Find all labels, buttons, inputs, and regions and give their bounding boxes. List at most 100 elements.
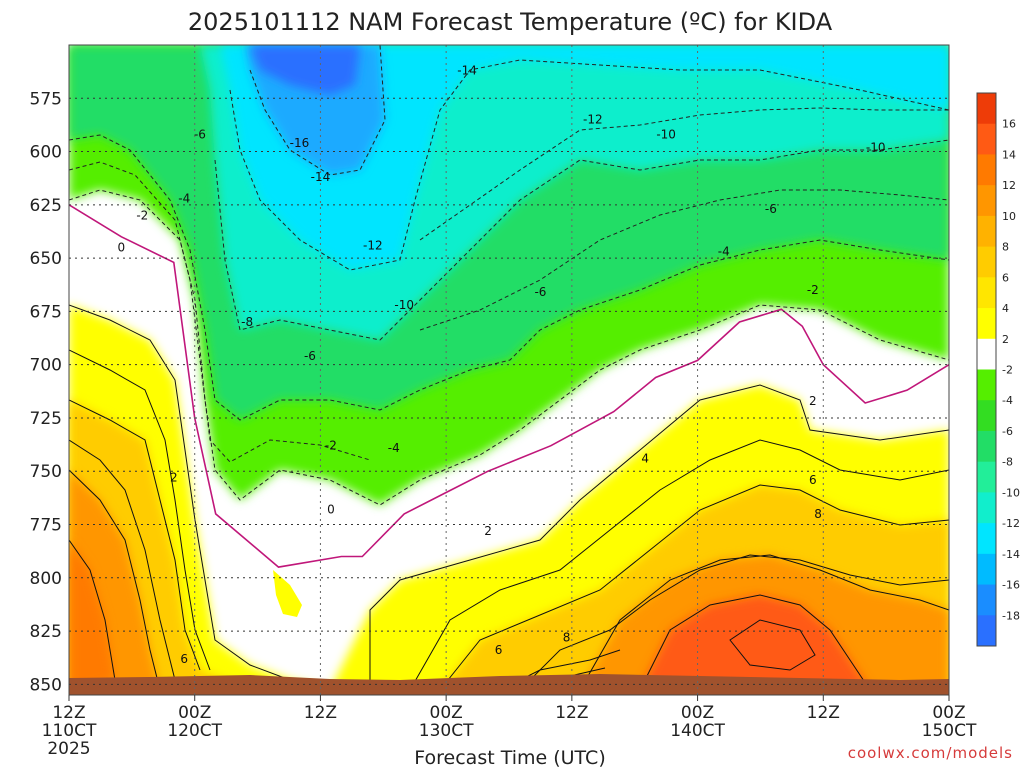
x-tick-label: 12Z <box>807 703 840 723</box>
contour-label: -4 <box>178 191 190 205</box>
y-tick-label: 675 <box>30 302 62 322</box>
y-tick-label: 850 <box>30 675 62 695</box>
band-plus-12 <box>69 540 115 695</box>
contour-label: -14 <box>457 64 477 78</box>
plot-frame <box>68 44 950 696</box>
x-tick-label: 140CT <box>670 721 725 741</box>
contour-label: -4 <box>718 245 730 259</box>
colorbar-label: 14 <box>1002 148 1016 161</box>
grid <box>69 45 949 695</box>
contour-label: -14 <box>311 170 331 184</box>
colorbar-label: 16 <box>1002 118 1016 131</box>
colorbar-swatch <box>977 523 996 555</box>
colorbar-label: 10 <box>1002 210 1016 223</box>
colorbar-swatch <box>977 123 996 155</box>
colorbar-swatch <box>977 369 996 401</box>
colorbar-swatch <box>977 308 996 340</box>
contour-label: 0 <box>118 240 126 254</box>
contour-label: -6 <box>194 128 206 142</box>
contour-label: 4 <box>641 451 649 465</box>
x-tick-label: 120CT <box>167 721 222 741</box>
contour-label: -8 <box>241 315 253 329</box>
plot-area: -14 -12 -10 -10 -16 -14 -6 -4 -2 0 -12 -10 -6 -6 -4 -2 -… <box>69 45 949 695</box>
colorbar-swatch <box>977 154 996 186</box>
colorbar-swatch <box>977 400 996 432</box>
contour-label: 8 <box>563 630 571 644</box>
colorbar-label: 8 <box>1002 241 1009 254</box>
colorbar-label: -14 <box>1002 548 1020 561</box>
colorbar-label: -12 <box>1002 517 1020 530</box>
colorbar-swatch <box>977 246 996 278</box>
colorbar: 16 14 12 10 8 6 4 2 -2 -4 -6 -8 -10 -12 -14 -16 -18 <box>976 92 1020 647</box>
x-tick-label: 2025 <box>47 739 90 759</box>
band-plus-14 <box>640 595 870 690</box>
contour-label: 0 <box>327 503 335 517</box>
y-tick-label: 700 <box>30 356 62 376</box>
band-minus-14 <box>220 45 949 270</box>
contour-label: -10 <box>394 298 414 312</box>
freezing-isotherm <box>69 204 949 568</box>
contour-label: 6 <box>495 643 503 657</box>
x-tick-label: 00Z <box>178 703 211 723</box>
x-tick-label: 12Z <box>555 703 588 723</box>
x-tick-label: 12Z <box>52 703 85 723</box>
y-axis: 575 600 625 650 675 700 725 750 775 800 825 850 <box>30 89 62 695</box>
x-tick-label: 00Z <box>681 703 714 723</box>
colorbar-swatch <box>977 185 996 217</box>
contour-label: 2 <box>484 524 492 538</box>
credit-text: coolwx.com/models <box>848 744 1013 762</box>
colorbar-label: -10 <box>1002 486 1020 499</box>
x-axis-title: Forecast Time (UTC) <box>414 747 605 768</box>
colorbar-label: 4 <box>1002 302 1009 315</box>
colorbar-label: 2 <box>1002 333 1009 346</box>
y-tick-label: 600 <box>30 143 62 163</box>
colorbar-label: -18 <box>1002 609 1020 622</box>
y-tick-label: 625 <box>30 196 62 216</box>
colorbar-swatch <box>977 93 996 125</box>
contour-label: -6 <box>534 285 546 299</box>
contour-label: -6 <box>765 202 777 216</box>
colorbar-label: -2 <box>1002 364 1013 377</box>
contour-label: 8 <box>814 507 822 521</box>
colorbar-swatch <box>977 430 996 463</box>
contour-labels: -14 -12 -10 -10 -16 -14 -6 -4 -2 0 -12 -10 -6 -6 -4 -2 -… <box>118 64 886 666</box>
colorbar-label: -4 <box>1002 394 1013 407</box>
colorbar-swatch <box>977 338 996 370</box>
y-tick-label: 725 <box>30 409 62 429</box>
colorbar-swatch <box>977 215 996 248</box>
ground-surface <box>69 674 949 695</box>
x-tick-label: 00Z <box>932 703 965 723</box>
x-tick-label: 00Z <box>430 703 463 723</box>
colorbar-label: -8 <box>1002 456 1013 469</box>
contour-label: -6 <box>304 349 316 363</box>
contour-label: -10 <box>656 128 676 142</box>
contour-label: -16 <box>290 136 310 150</box>
colorbar-label: 6 <box>1002 271 1009 284</box>
colorbar-swatch <box>977 492 996 524</box>
y-tick-label: 750 <box>30 462 62 482</box>
contour-label: -12 <box>583 113 603 127</box>
contour-label: -2 <box>136 208 148 222</box>
contour-label: 2 <box>809 394 817 408</box>
colorbar-swatch <box>977 461 996 493</box>
band-minus-18 <box>250 45 360 95</box>
y-tick-label: 825 <box>30 622 62 642</box>
colorbar-swatch <box>977 277 996 309</box>
colorbar-label: -6 <box>1002 425 1013 438</box>
contour-label: -12 <box>363 238 383 252</box>
warm-pocket-2 <box>273 570 302 617</box>
contour-label: -2 <box>807 283 819 297</box>
contour-label: -10 <box>866 140 886 154</box>
x-tick-label: 110CT <box>42 721 97 741</box>
colorbar-swatch <box>977 553 996 586</box>
contour-label: 6 <box>180 652 188 666</box>
y-tick-label: 650 <box>30 249 62 269</box>
contour-label: 2 <box>170 471 178 485</box>
y-tick-label: 775 <box>30 516 62 536</box>
chart-title: 2025101112 NAM Forecast Temperature (ºC)… <box>188 8 833 36</box>
colorbar-swatch <box>977 615 996 647</box>
contour-label: -2 <box>325 439 337 453</box>
y-tick-label: 800 <box>30 569 62 589</box>
